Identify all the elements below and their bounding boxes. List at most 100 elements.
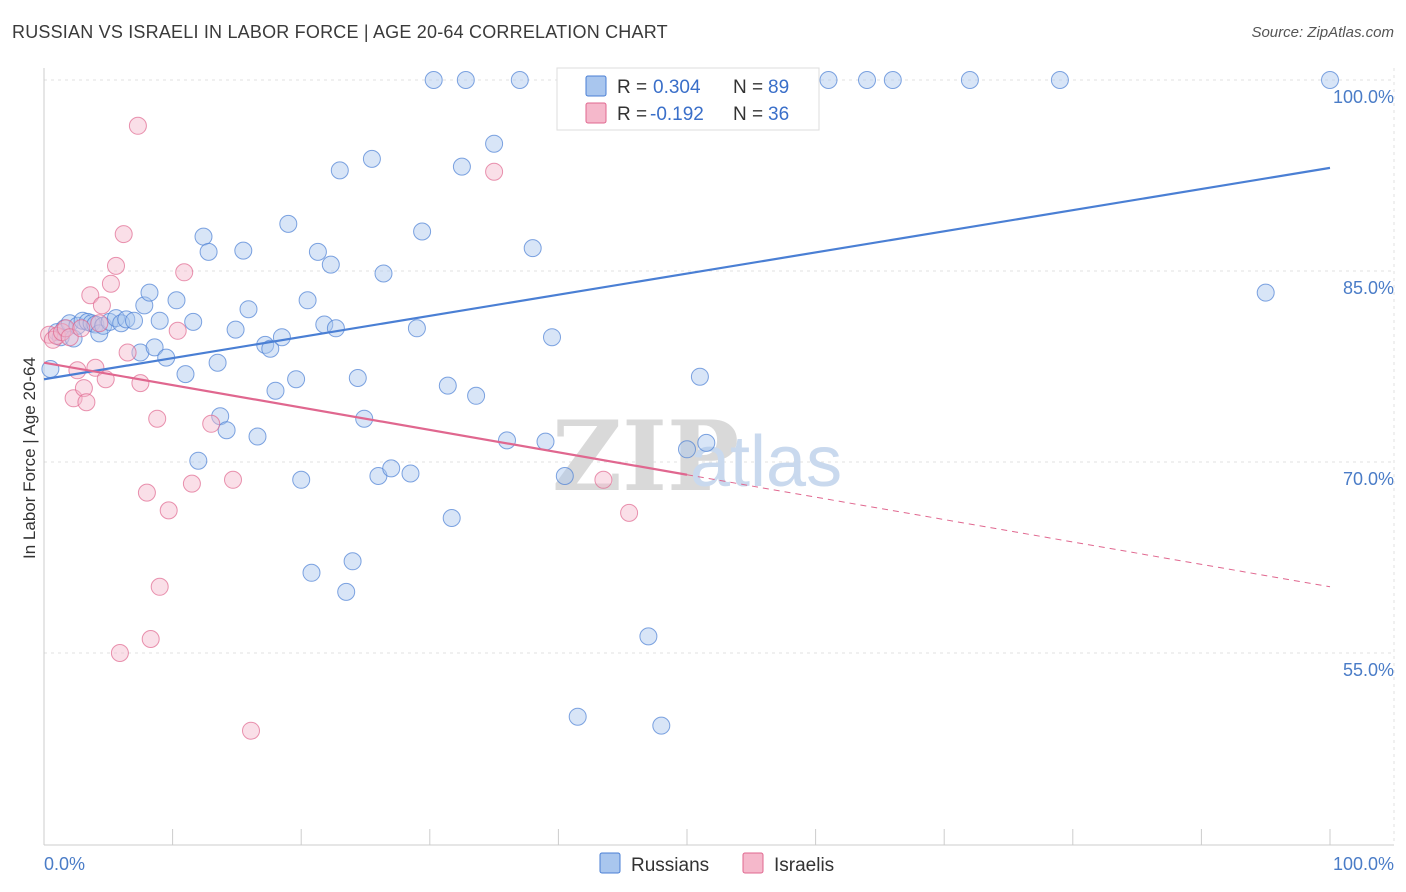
point-russians bbox=[189, 451, 208, 470]
point-russians bbox=[217, 421, 236, 440]
legend-r-label-israelis: R = bbox=[617, 104, 647, 125]
y-tick-labels: 55.0% 70.0% 85.0% 100.0% bbox=[1333, 87, 1394, 680]
point-israelis bbox=[92, 296, 111, 315]
legend-n-value-russians: 89 bbox=[768, 77, 789, 98]
trend-line-russians bbox=[43, 166, 1331, 381]
point-russians bbox=[498, 431, 516, 450]
point-israelis bbox=[159, 501, 178, 520]
point-russians bbox=[266, 381, 285, 400]
point-russians bbox=[424, 71, 443, 89]
point-russians bbox=[362, 149, 381, 168]
point-russians bbox=[302, 563, 321, 582]
point-russians bbox=[374, 264, 393, 283]
point-israelis bbox=[485, 162, 504, 181]
legend-n-label-russians: N = bbox=[733, 77, 763, 98]
point-russians bbox=[176, 365, 195, 384]
point-russians bbox=[145, 338, 164, 357]
point-israelis bbox=[168, 321, 187, 340]
point-russians bbox=[234, 241, 253, 260]
point-russians bbox=[690, 367, 709, 386]
point-israelis bbox=[77, 393, 96, 412]
point-russians bbox=[523, 239, 542, 258]
point-russians bbox=[131, 343, 150, 362]
point-russians bbox=[858, 71, 876, 89]
bottom-legend-swatch-israelis bbox=[742, 852, 764, 874]
point-russians bbox=[678, 440, 696, 459]
axes bbox=[43, 68, 1394, 846]
point-russians bbox=[456, 71, 475, 89]
point-russians bbox=[819, 71, 838, 89]
point-russians bbox=[208, 353, 227, 372]
point-russians bbox=[697, 433, 716, 452]
point-russians bbox=[140, 283, 159, 302]
point-israelis bbox=[74, 379, 93, 398]
point-russians bbox=[1050, 71, 1069, 89]
point-russians bbox=[199, 242, 218, 261]
legend-r-value-russians: 0.304 bbox=[653, 77, 701, 98]
point-israelis bbox=[224, 470, 242, 489]
x-tick-label-min: 0.0% bbox=[44, 854, 85, 874]
point-russians bbox=[337, 582, 356, 601]
point-russians bbox=[1256, 283, 1275, 302]
trend-line-israelis-dashed bbox=[686, 474, 1331, 588]
point-israelis bbox=[107, 256, 125, 275]
point-russians bbox=[382, 459, 401, 478]
point-israelis bbox=[182, 474, 201, 493]
watermark-atlas: atlas bbox=[690, 422, 842, 502]
point-russians bbox=[536, 432, 555, 451]
legend-r-label-russians: R = bbox=[617, 77, 647, 98]
point-israelis bbox=[137, 483, 156, 502]
point-russians bbox=[413, 222, 432, 241]
point-russians bbox=[298, 291, 317, 310]
point-russians bbox=[261, 339, 280, 358]
y-tick-label: 70.0% bbox=[1343, 469, 1394, 489]
y-tick-label: 55.0% bbox=[1343, 660, 1394, 680]
point-israelis bbox=[72, 319, 91, 338]
point-israelis bbox=[148, 409, 167, 428]
legend-swatch-israelis bbox=[585, 102, 607, 124]
point-israelis bbox=[175, 263, 194, 282]
point-russians bbox=[287, 370, 306, 389]
point-russians bbox=[652, 716, 671, 735]
point-russians bbox=[150, 311, 169, 330]
point-israelis bbox=[81, 286, 100, 305]
y-tick-label: 100.0% bbox=[1333, 87, 1394, 107]
bottom-legend-label-israelis: Israelis bbox=[774, 855, 834, 876]
legend-swatch-russians bbox=[585, 75, 607, 97]
point-russians bbox=[117, 310, 136, 329]
point-israelis bbox=[118, 343, 137, 362]
bottom-legend-swatch-russians bbox=[599, 852, 621, 874]
point-israelis bbox=[620, 503, 639, 522]
point-russians bbox=[543, 328, 561, 347]
point-russians bbox=[442, 509, 461, 527]
point-israelis bbox=[90, 314, 109, 333]
point-russians bbox=[239, 300, 258, 319]
point-israelis bbox=[202, 414, 221, 433]
point-russians bbox=[960, 71, 979, 89]
point-russians bbox=[292, 470, 311, 489]
legend-n-value-israelis: 36 bbox=[768, 104, 789, 125]
point-russians bbox=[184, 312, 203, 331]
chart-title: RUSSIAN VS ISRAELI IN LABOR FORCE | AGE … bbox=[12, 22, 668, 42]
point-russians bbox=[438, 376, 457, 395]
point-russians bbox=[343, 552, 362, 571]
point-russians bbox=[401, 464, 420, 483]
point-russians bbox=[452, 157, 471, 176]
bottom-legend-label-russians: Russians bbox=[631, 855, 709, 876]
point-russians bbox=[272, 328, 291, 347]
point-russians bbox=[485, 134, 504, 153]
point-russians bbox=[308, 242, 327, 261]
point-israelis bbox=[150, 577, 169, 596]
point-israelis bbox=[114, 225, 133, 244]
x-tick-label-max: 100.0% bbox=[1333, 854, 1394, 874]
point-russians bbox=[330, 161, 349, 180]
point-russians bbox=[194, 227, 213, 246]
chart-source: Source: ZipAtlas.com bbox=[1251, 24, 1394, 41]
point-russians bbox=[1321, 71, 1339, 89]
y-axis-label: In Labor Force | Age 20-64 bbox=[20, 357, 39, 559]
point-russians bbox=[639, 627, 658, 646]
point-russians bbox=[510, 71, 529, 89]
point-israelis bbox=[110, 644, 129, 662]
point-russians bbox=[248, 427, 267, 446]
